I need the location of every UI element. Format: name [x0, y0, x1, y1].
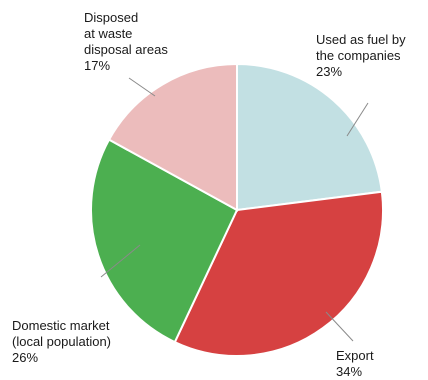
slice-label-line-0-1: the companies [316, 48, 401, 63]
slice-value-0: 23% [316, 64, 342, 79]
slice-label-line-2-0: Domestic market [12, 318, 110, 333]
slice-label-3: Disposed at waste disposal areas 17% [84, 10, 168, 73]
leader-line-3 [128, 77, 156, 97]
slice-label-line-0-0: Used as fuel by [316, 32, 406, 47]
slice-label-line-2-1: (local population) [12, 334, 111, 349]
slice-label-line-3-1: at waste [84, 26, 132, 41]
pie-slice-3 [107, 62, 238, 212]
slice-label-line-3-0: Disposed [84, 10, 138, 25]
leader-line-1 [325, 311, 354, 342]
slice-label-line-3-2: disposal areas [84, 42, 168, 57]
slice-value-1: 34% [336, 364, 362, 379]
leader-line-0 [346, 102, 369, 137]
slice-label-0: Used as fuel by the companies 23% [316, 32, 406, 79]
slice-value-3: 17% [84, 58, 110, 73]
slice-label-2: Domestic market (local population) 26% [12, 318, 111, 365]
slice-label-1: Export 34% [336, 348, 374, 379]
slice-value-2: 26% [12, 350, 38, 365]
slice-label-line-1-0: Export [336, 348, 374, 363]
leader-line-2 [100, 244, 141, 278]
pie-slice-0 [236, 62, 383, 212]
